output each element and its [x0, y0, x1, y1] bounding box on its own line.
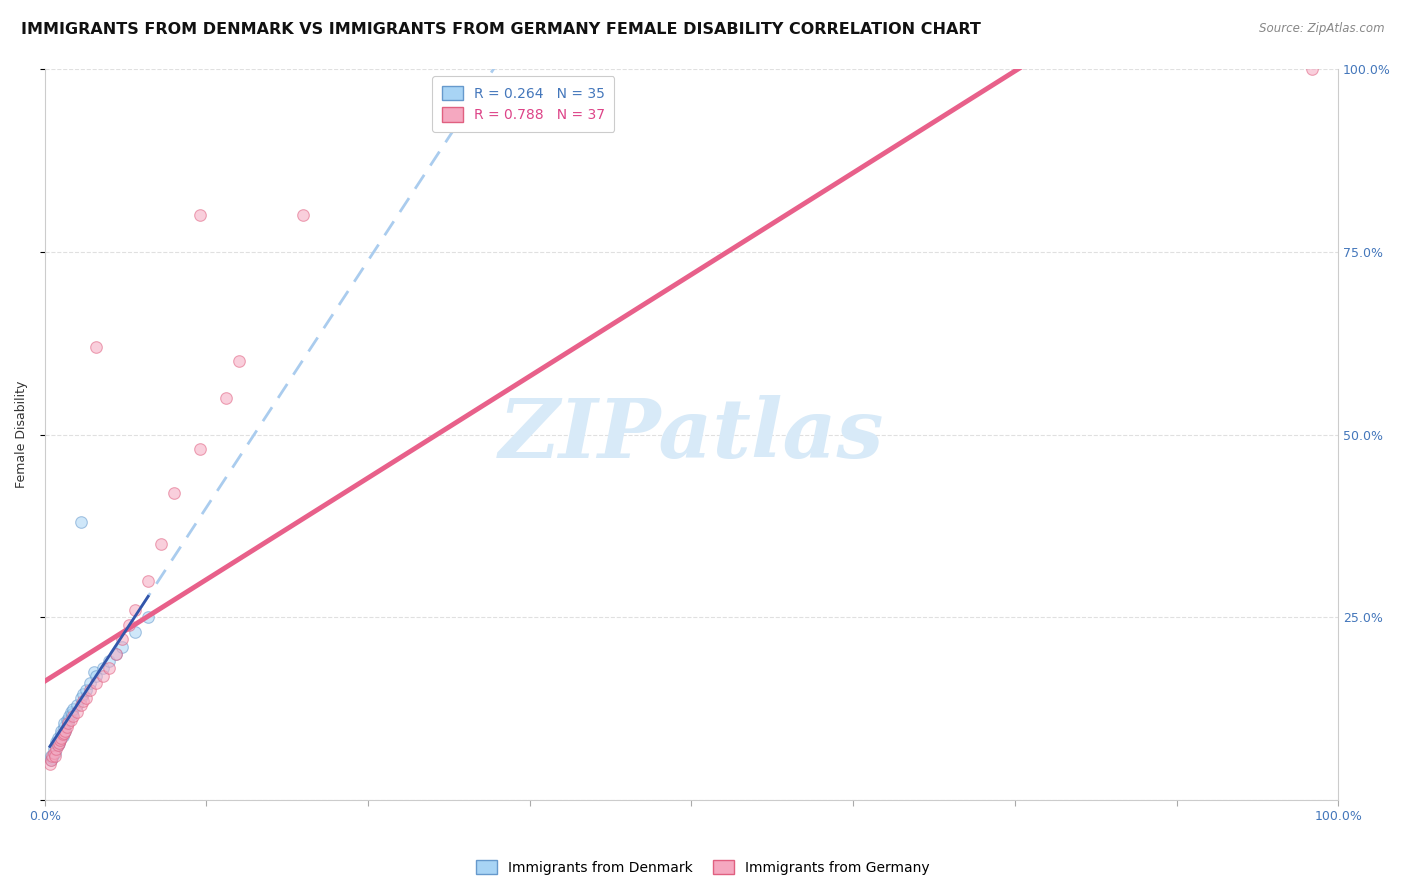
Point [62, 709, 84, 723]
Point [59, 706, 82, 720]
Point [163, 486, 186, 500]
Point [52, 727, 75, 741]
Point [48, 736, 70, 750]
Point [53, 720, 76, 734]
Point [58, 709, 80, 723]
Point [53, 723, 76, 738]
Point [66, 706, 89, 720]
Point [42, 746, 65, 760]
Point [86, 676, 108, 690]
Point [98, 661, 121, 675]
Point [51, 731, 73, 745]
Point [124, 624, 146, 639]
Point [86, 669, 108, 683]
Point [70, 698, 93, 712]
Point [111, 632, 134, 647]
Point [46, 738, 69, 752]
Point [59, 713, 82, 727]
Point [39, 753, 62, 767]
Point [38, 756, 60, 771]
Point [72, 694, 94, 708]
Point [60, 706, 83, 721]
Point [70, 516, 93, 530]
Point [79, 683, 101, 698]
Point [83, 665, 105, 680]
Y-axis label: Female Disability: Female Disability [15, 381, 28, 488]
Point [49, 733, 72, 747]
Point [53, 716, 76, 731]
Point [46, 738, 69, 752]
Legend: R = 0.264   N = 35, R = 0.788   N = 37: R = 0.264 N = 35, R = 0.788 N = 37 [432, 76, 614, 132]
Point [52, 729, 75, 743]
Point [55, 720, 77, 734]
Point [150, 537, 173, 551]
Point [49, 733, 72, 747]
Point [91, 669, 114, 683]
Point [111, 640, 134, 654]
Text: IMMIGRANTS FROM DENMARK VS IMMIGRANTS FROM GERMANY FEMALE DISABILITY CORRELATION: IMMIGRANTS FROM DENMARK VS IMMIGRANTS FR… [21, 22, 981, 37]
Point [91, 661, 114, 675]
Point [188, 208, 211, 222]
Point [39, 749, 62, 764]
Point [42, 742, 65, 756]
Point [228, 354, 250, 368]
Point [75, 690, 97, 705]
Point [62, 701, 84, 715]
Point [75, 683, 97, 698]
Point [39, 753, 62, 767]
Point [41, 750, 63, 764]
Point [79, 676, 101, 690]
Point [56, 716, 79, 731]
Point [44, 746, 66, 760]
Point [44, 749, 66, 764]
Point [45, 734, 67, 748]
Point [118, 617, 141, 632]
Point [53, 723, 76, 738]
Point [48, 736, 70, 750]
Point [66, 698, 89, 712]
Point [292, 208, 315, 222]
Point [86, 340, 108, 354]
Legend: Immigrants from Denmark, Immigrants from Germany: Immigrants from Denmark, Immigrants from… [471, 855, 935, 880]
Point [104, 647, 127, 661]
Point [51, 723, 73, 738]
Point [70, 690, 93, 705]
Text: ZIPatlas: ZIPatlas [499, 394, 884, 475]
Point [1301, 62, 1323, 76]
Point [55, 713, 77, 727]
Point [72, 687, 94, 701]
Point [46, 731, 69, 745]
Point [45, 742, 67, 756]
Point [56, 714, 79, 728]
Point [41, 749, 63, 764]
Point [136, 574, 159, 588]
Point [98, 654, 121, 668]
Point [51, 727, 73, 741]
Point [136, 610, 159, 624]
Point [215, 391, 238, 405]
Point [124, 603, 146, 617]
Point [104, 647, 127, 661]
Point [188, 442, 211, 457]
Point [53, 726, 76, 740]
Text: Source: ZipAtlas.com: Source: ZipAtlas.com [1260, 22, 1385, 36]
